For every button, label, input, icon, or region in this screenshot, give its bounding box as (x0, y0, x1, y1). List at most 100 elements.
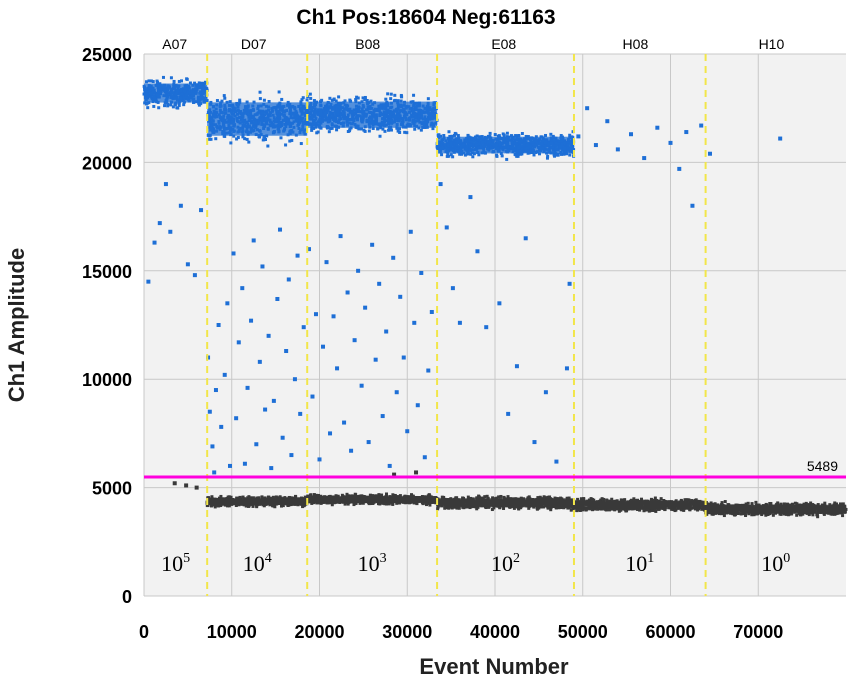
negative-droplet (227, 504, 231, 508)
negative-droplet (246, 496, 250, 500)
positive-droplet (288, 139, 292, 143)
negative-droplet (823, 501, 827, 505)
negative-droplet (764, 513, 768, 517)
negative-droplet (776, 501, 780, 505)
positive-droplet (207, 134, 211, 138)
negative-droplet (582, 497, 586, 501)
negative-droplet (312, 493, 316, 497)
positive-droplet (215, 99, 219, 103)
negative-droplet (651, 508, 655, 512)
negative-droplet (209, 504, 213, 508)
positive-droplet (197, 81, 201, 85)
negative-droplet (739, 512, 743, 516)
negative-droplet (227, 496, 231, 500)
negative-droplet (477, 495, 481, 499)
negative-droplet (238, 496, 242, 500)
negative-droplet (590, 497, 594, 501)
negative-droplet (286, 503, 290, 507)
negative-droplet (756, 512, 760, 516)
negative-droplet (502, 495, 506, 499)
negative-droplet (690, 499, 694, 503)
positive-droplet (229, 141, 233, 145)
negative-droplet (679, 498, 683, 502)
negative-droplet (300, 496, 304, 500)
negative-droplet (600, 497, 604, 501)
negative-droplet (591, 508, 595, 512)
negative-droplet (398, 494, 402, 498)
positive-droplet (279, 136, 283, 140)
positive-droplet (155, 79, 159, 83)
positive-droplet (202, 81, 206, 85)
positive-droplet (199, 102, 203, 106)
chart-title: Ch1 Pos:18604 Neg:61163 (296, 6, 555, 29)
positive-droplet (241, 135, 245, 139)
negative-droplet (649, 497, 653, 501)
negative-droplet (771, 513, 775, 517)
positive-droplet (232, 134, 236, 138)
negative-droplet (722, 514, 726, 518)
negative-droplet (395, 501, 399, 505)
negative-droplet (700, 507, 704, 511)
negative-droplet (354, 501, 358, 505)
negative-droplet (784, 512, 788, 516)
negative-droplet (576, 497, 580, 501)
negative-droplet (497, 495, 501, 499)
negative-droplet (545, 496, 549, 500)
negative-droplet (624, 509, 628, 513)
negative-droplet (506, 495, 510, 499)
negative-droplet (619, 508, 623, 512)
positive-droplet (300, 98, 304, 102)
negative-droplet (184, 483, 189, 488)
positive-droplet (207, 137, 211, 141)
negative-droplet (358, 501, 362, 505)
negative-droplet (789, 512, 793, 516)
positive-droplet (243, 137, 247, 141)
negative-droplet (443, 506, 447, 510)
negative-droplet (519, 506, 523, 510)
negative-droplet (194, 485, 199, 490)
negative-droplet (387, 502, 391, 506)
negative-droplet (790, 502, 794, 506)
positive-droplet (177, 103, 181, 107)
positive-droplet (166, 104, 170, 108)
negative-droplet (375, 494, 379, 498)
negative-droplet (309, 493, 313, 497)
negative-droplet (795, 513, 799, 517)
negative-droplet (613, 508, 617, 512)
negative-droplet (527, 506, 531, 510)
negative-droplet (257, 496, 261, 500)
positive-droplet (264, 137, 268, 141)
negative-droplet (642, 508, 646, 512)
negative-droplet (310, 501, 314, 505)
positive-droplet (225, 100, 229, 104)
negative-droplet (377, 493, 381, 497)
negative-droplet (750, 513, 754, 517)
positive-droplet (280, 97, 284, 101)
positive-droplet (177, 79, 181, 83)
negative-droplet (301, 505, 305, 509)
negative-droplet (841, 502, 845, 506)
negative-droplet (633, 498, 637, 502)
positive-droplet (301, 96, 305, 100)
negative-droplet (673, 509, 677, 513)
negative-droplet (247, 504, 251, 508)
negative-droplet (833, 501, 837, 505)
negative-droplet (251, 504, 255, 508)
positive-droplet (330, 126, 334, 130)
negative-droplet (440, 495, 444, 499)
negative-droplet (733, 513, 737, 517)
positive-droplet (265, 134, 269, 138)
negative-droplet (266, 495, 270, 499)
positive-droplet (223, 96, 227, 100)
negative-droplet (428, 503, 432, 507)
positive-droplet (252, 100, 256, 104)
negative-droplet (555, 505, 559, 509)
negative-band-core (307, 496, 438, 503)
negative-droplet (276, 496, 280, 500)
negative-droplet (542, 495, 546, 499)
positive-droplet (163, 104, 167, 108)
negative-droplet (206, 504, 210, 508)
negative-droplet (769, 502, 773, 506)
positive-droplet (228, 100, 232, 104)
